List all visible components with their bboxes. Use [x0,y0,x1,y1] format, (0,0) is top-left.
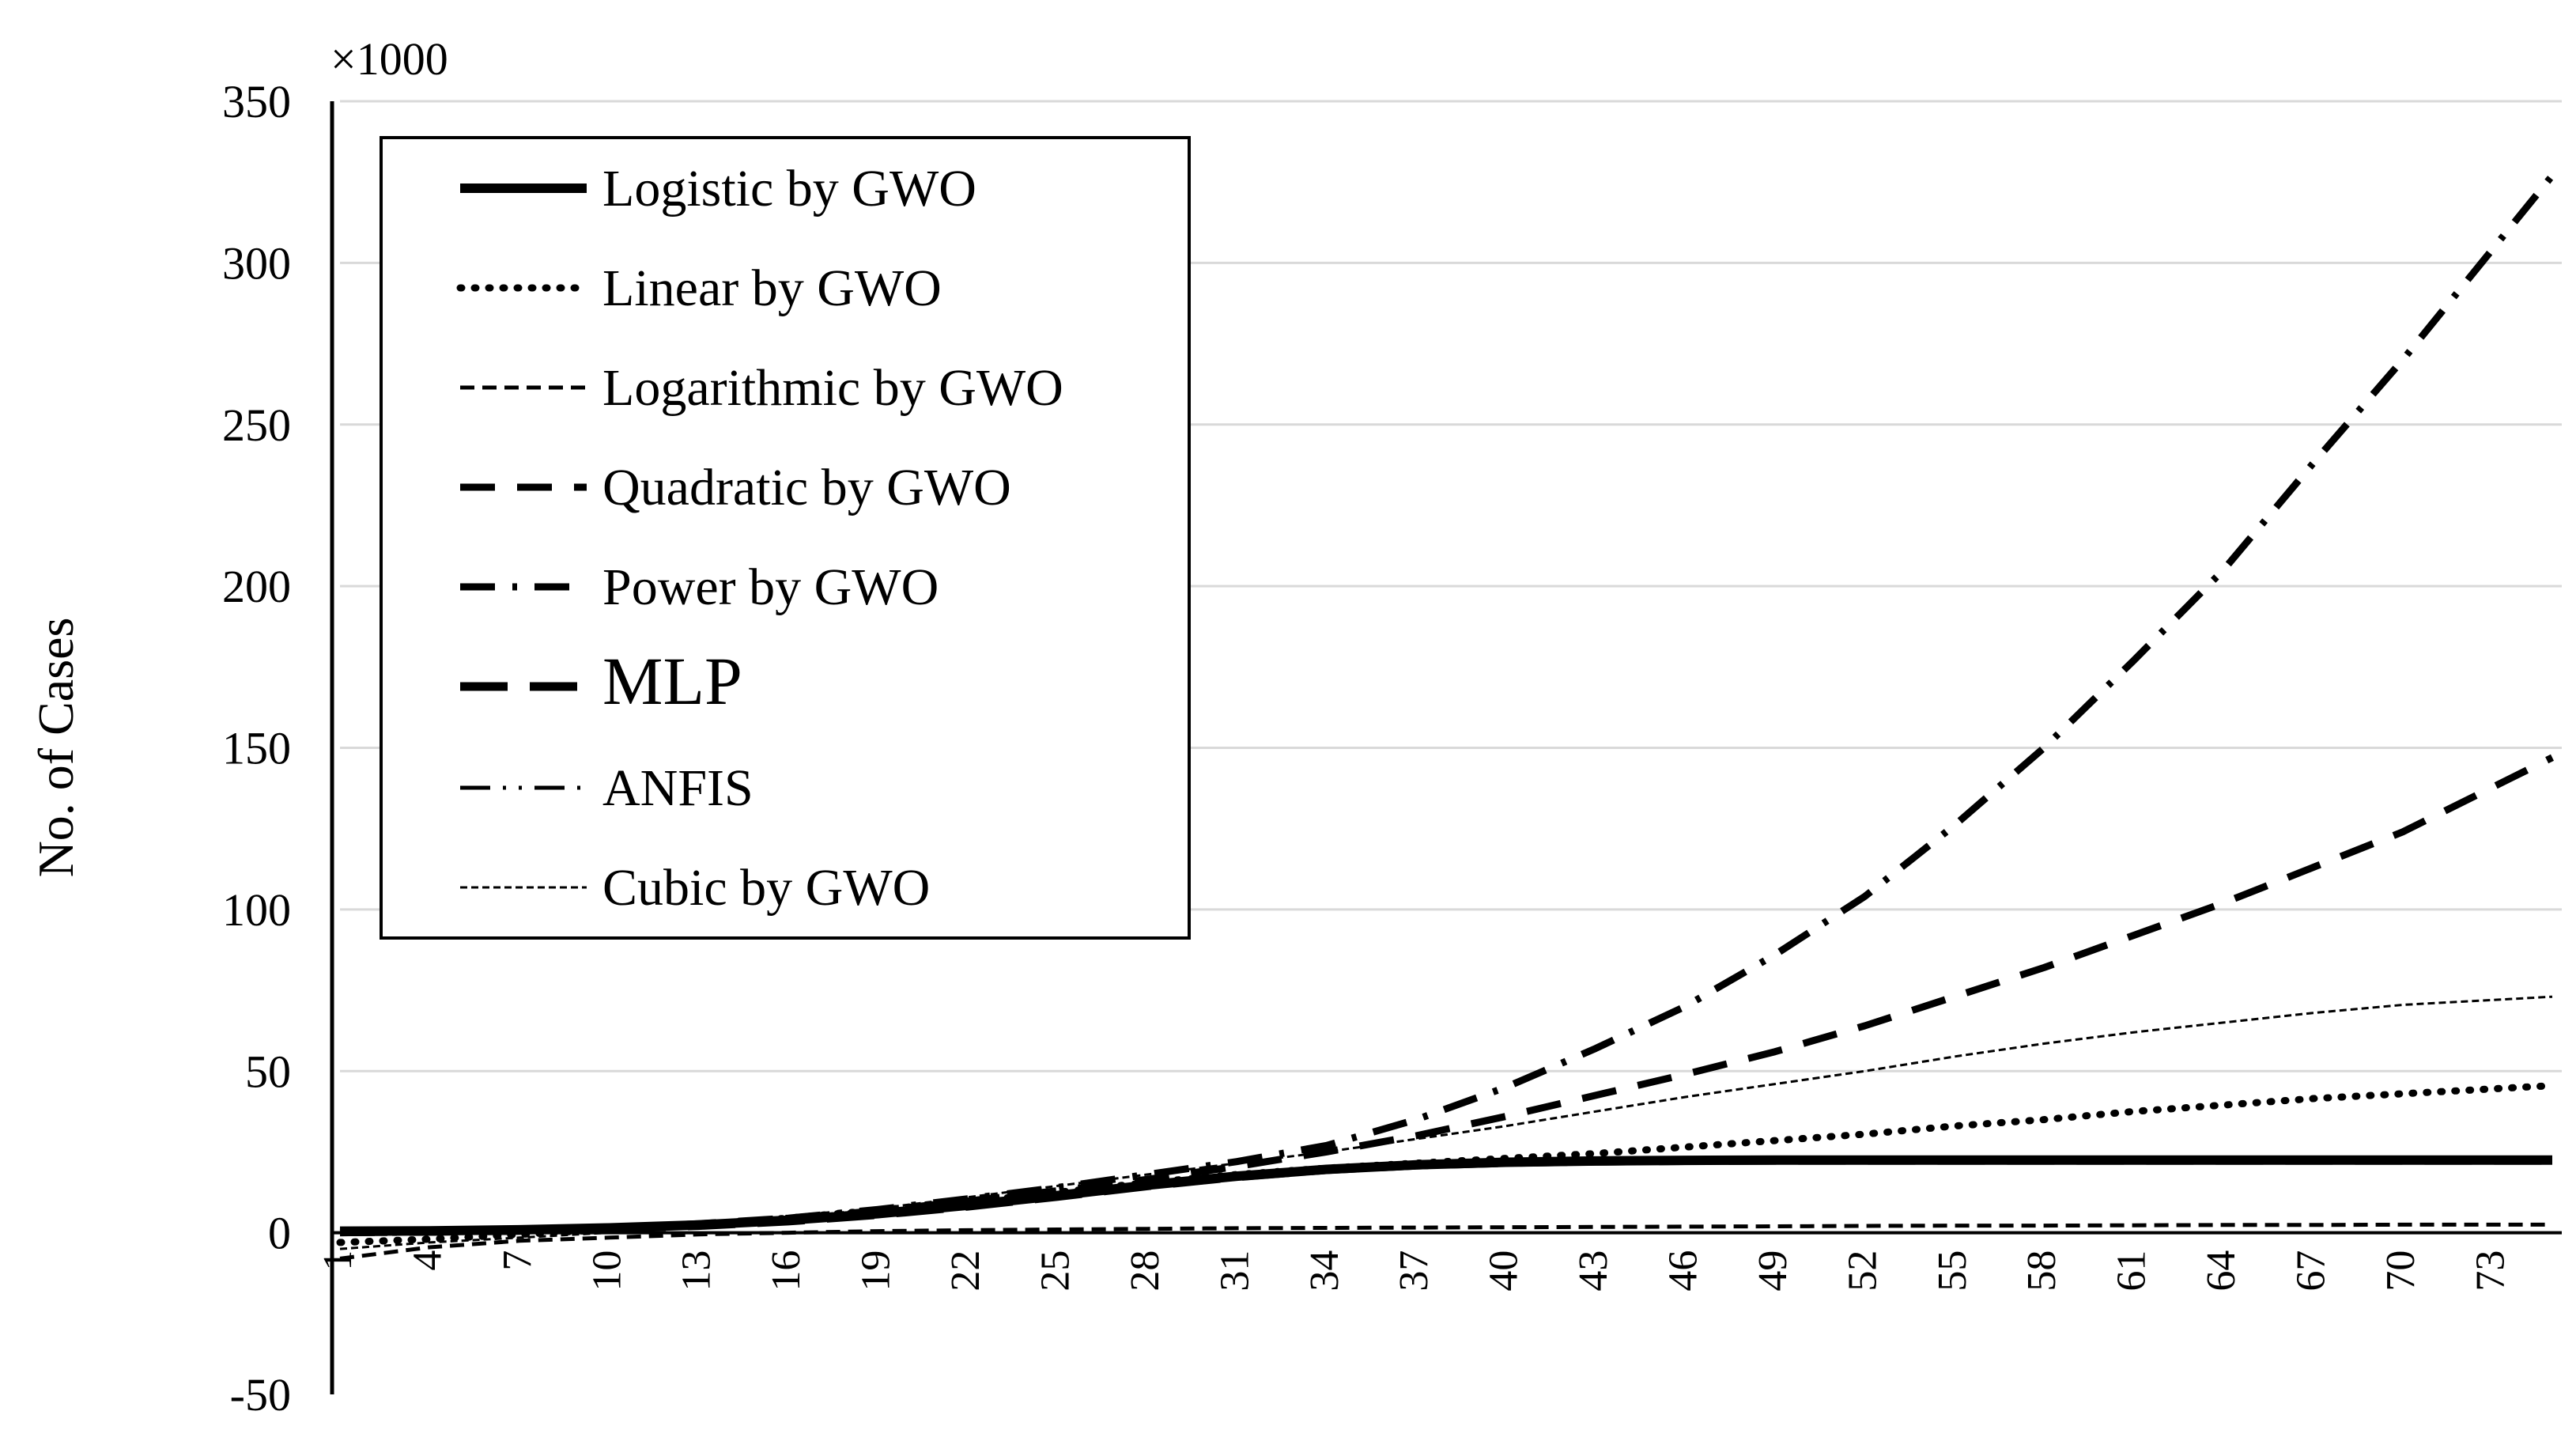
legend-label-linear-by-gwo: Linear by GWO [602,259,942,317]
y-tick-label: 200 [222,561,291,612]
x-tick-label: 55 [1930,1250,1975,1292]
x-tick-label: 28 [1123,1250,1168,1292]
legend-label-power-by-gwo: Power by GWO [602,558,939,616]
x-tick-label: 58 [2019,1250,2064,1292]
series-line-anfis [339,1158,2552,1234]
legend: Logistic by GWO Linear by GWO Logarithmic … [380,136,1191,940]
y-tick-labels: -50 0 50 100 150 200 250 300 350 [222,76,291,1420]
legend-label-logistic-by-gwo: Logistic by GWO [602,160,976,218]
x-tick-label: 49 [1751,1250,1796,1292]
legend-label-quadratic-by-gwo: Quadratic by GWO [602,459,1011,516]
series-line-mlp [339,1156,2552,1236]
series-line-logistic-by-gwo [339,1155,2552,1236]
x-tick-label: 1 [315,1250,361,1271]
x-tick-label: 13 [674,1250,720,1292]
y-tick-label: 0 [268,1208,291,1259]
x-tick-label: 25 [1033,1250,1078,1292]
x-tick-label: 34 [1302,1250,1347,1292]
y-tick-label: 150 [222,723,291,774]
axes [330,101,2562,1394]
x-tick-label: 43 [1571,1250,1616,1292]
y-axis-title: No. of Cases [28,618,84,878]
y-tick-label: 250 [222,399,291,451]
legend-box [380,136,1191,940]
x-tick-label: 67 [2289,1250,2334,1292]
x-tick-label: 73 [2468,1250,2513,1292]
y-tick-label: 50 [245,1046,291,1097]
x-tick-label: 40 [1482,1250,1527,1292]
x-tick-label: 70 [2378,1250,2423,1292]
y-tick-label: 100 [222,884,291,936]
y-axis-multiplier: ×1000 [330,33,448,85]
legend-items: Logistic by GWO Linear by GWO Logarithmic … [456,160,1063,917]
x-tick-label: 52 [1840,1250,1885,1292]
legend-label-cubic-by-gwo: Cubic by GWO [602,859,930,917]
x-tick-label: 46 [1660,1250,1705,1292]
series-line-power-by-gwo [339,173,2555,1237]
x-tick-label: 31 [1212,1250,1257,1292]
x-tick-label: 10 [584,1250,629,1292]
y-tick-label: 350 [222,76,291,127]
x-tick-label: 16 [764,1250,809,1292]
legend-label-logarithmic-by-gwo: Logarithmic by GWO [602,359,1063,417]
y-tick-label: 300 [222,237,291,289]
series-line-logarithmic-by-gwo [339,1222,2552,1261]
x-tick-label: 37 [1392,1250,1437,1292]
x-tick-label: 19 [854,1250,899,1292]
x-tick-label: 22 [943,1250,988,1292]
x-tick-label: 64 [2199,1250,2244,1292]
legend-label-mlp: MLP [602,643,742,719]
x-tick-labels: 1 4 7 10 13 16 19 22 25 28 31 34 37 40 43 46 49 52 55 58 61 6… [315,1250,2513,1292]
legend-label-anfis: ANFIS [602,759,754,817]
series-lines [336,173,2556,1261]
y-tick-label: -50 [230,1369,291,1420]
x-tick-label: 7 [495,1250,540,1271]
x-tick-label: 61 [2110,1250,2155,1292]
series-line-cubic-by-gwo [339,995,2553,1250]
x-tick-label: 4 [405,1250,450,1271]
